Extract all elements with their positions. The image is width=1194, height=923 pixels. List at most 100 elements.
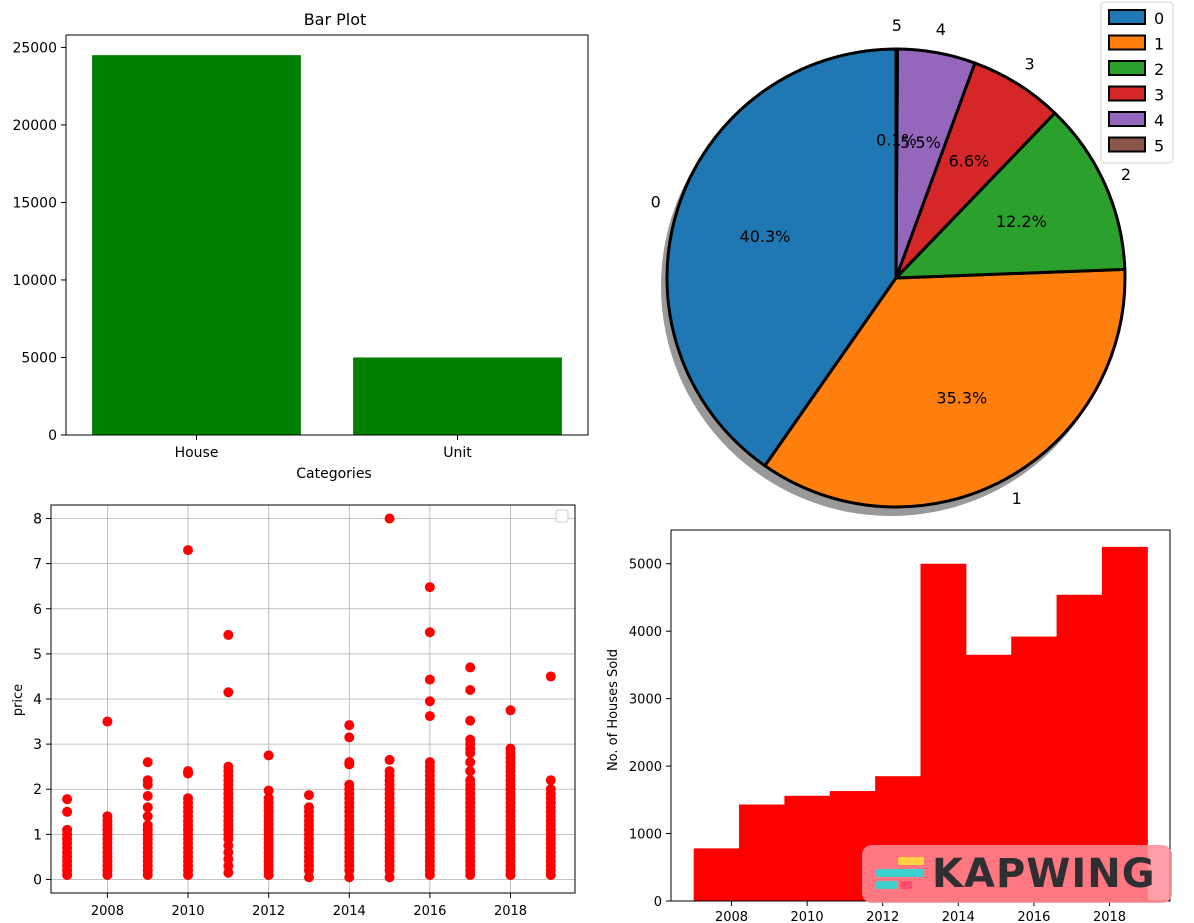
pie-slice-label: 1 bbox=[1012, 489, 1022, 508]
bar-chart-title: Bar Plot bbox=[304, 10, 367, 29]
kapwing-watermark: KAPWING bbox=[862, 845, 1172, 903]
pie-slice-label: 2 bbox=[1121, 165, 1131, 184]
histogram-y-tick-label: 4000 bbox=[629, 625, 662, 640]
scatter-empty-legend bbox=[555, 509, 569, 523]
pie-legend: 0 1 2 3 4 5 bbox=[1100, 1, 1174, 164]
pie-pct-label: 12.2% bbox=[996, 212, 1047, 231]
scatter-point bbox=[223, 761, 234, 772]
pie-legend-swatch bbox=[1108, 85, 1146, 102]
scatter-x-tick-label: 2012 bbox=[252, 904, 285, 919]
pie-slice bbox=[763, 267, 1127, 509]
scatter-point bbox=[384, 766, 395, 777]
bar-x-tick-label: Unit bbox=[443, 445, 472, 461]
scatter-point bbox=[263, 785, 274, 796]
scatter-point bbox=[303, 802, 314, 813]
scatter-point bbox=[465, 766, 476, 777]
pie-slice bbox=[894, 47, 899, 280]
bar bbox=[92, 55, 301, 436]
histogram-x-tick-label: 2014 bbox=[942, 910, 975, 923]
scatter-point bbox=[424, 674, 435, 685]
scatter-point bbox=[344, 720, 355, 731]
scatter-y-tick-label: 0 bbox=[33, 872, 42, 888]
scatter-point bbox=[263, 793, 274, 804]
bar-chart: Bar Plot 0 5000 10000 15000 20000 25000 House U… bbox=[12, 10, 589, 482]
bar-y-tick-label: 10000 bbox=[12, 273, 57, 289]
scatter-point bbox=[424, 757, 435, 768]
scatter-y-tick-label: 4 bbox=[33, 692, 42, 708]
pie-legend-swatch bbox=[1108, 60, 1146, 76]
scatter-point bbox=[142, 820, 153, 831]
pie-legend-label: 0 bbox=[1154, 9, 1164, 28]
bar bbox=[353, 357, 562, 435]
pie-legend-swatch bbox=[1108, 111, 1146, 127]
scatter-chart: 2008 2010 2012 2014 2016 2018 0 1 2 3 4 5 6 7 8 price bbox=[11, 504, 576, 919]
scatter-point bbox=[223, 687, 234, 698]
scatter-y-tick-label: 7 bbox=[33, 557, 42, 573]
pie-slice bbox=[665, 47, 898, 468]
scatter-point bbox=[142, 791, 153, 801]
scatter-point bbox=[142, 811, 153, 822]
scatter-chart-axes bbox=[50, 504, 576, 894]
histogram-bar bbox=[693, 848, 740, 901]
scatter-point bbox=[344, 732, 355, 743]
scatter-y-tick-label: 1 bbox=[33, 827, 42, 843]
bar-y-tick-label: 5000 bbox=[21, 350, 57, 366]
scatter-point bbox=[545, 775, 556, 786]
histogram-chart: 2008 2010 2012 2014 2016 2018 0 1000 2000 3000 400… bbox=[606, 529, 1171, 923]
scatter-x-tick-label: 2018 bbox=[494, 904, 527, 919]
pie-slice-label: 5 bbox=[892, 16, 902, 35]
kapwing-watermark-text: KAPWING bbox=[932, 851, 1156, 897]
scatter-point bbox=[465, 734, 476, 745]
scatter-chart-ylabel: price bbox=[11, 684, 26, 716]
pie-chart: 0 40.3% 1 35.3% 2 12.2% 3 6.6% 4 5.5% 5 0.1% 0 1 2 3 4 5 bbox=[651, 1, 1174, 516]
scatter-point bbox=[183, 545, 194, 556]
bar-y-tick-label: 15000 bbox=[12, 195, 57, 211]
bar-chart-axes bbox=[65, 35, 589, 436]
histogram-x-tick-label: 2010 bbox=[791, 910, 824, 923]
scatter-point bbox=[62, 806, 73, 817]
histogram-x-tick-label: 2012 bbox=[866, 910, 899, 923]
histogram-bar bbox=[784, 795, 831, 901]
scatter-y-tick-label: 3 bbox=[33, 737, 42, 753]
scatter-point bbox=[102, 811, 113, 822]
scatter-point bbox=[465, 775, 476, 786]
scatter-y-tick-label: 2 bbox=[33, 782, 42, 798]
pie-legend-swatch bbox=[1108, 136, 1146, 153]
scatter-point bbox=[465, 662, 476, 673]
pie-pct-label: 40.3% bbox=[740, 227, 791, 246]
scatter-point bbox=[142, 802, 153, 813]
histogram-x-tick-label: 2018 bbox=[1093, 910, 1126, 923]
scatter-point bbox=[263, 750, 274, 761]
scatter-point bbox=[303, 790, 314, 801]
scatter-point bbox=[384, 754, 395, 765]
scatter-point bbox=[424, 711, 435, 722]
bar-x-tick-label: House bbox=[175, 445, 219, 461]
scatter-point bbox=[102, 716, 113, 727]
bar-y-tick-label: 20000 bbox=[12, 118, 57, 134]
scatter-x-tick-label: 2016 bbox=[413, 904, 446, 919]
histogram-x-tick-label: 2008 bbox=[715, 910, 748, 923]
scatter-point bbox=[505, 705, 516, 716]
histogram-bar bbox=[920, 563, 967, 901]
histogram-bar bbox=[739, 804, 785, 901]
scatter-point bbox=[465, 757, 476, 768]
histogram-y-tick-label: 3000 bbox=[629, 693, 662, 708]
scatter-point bbox=[465, 715, 476, 726]
pie-pct-label: 35.3% bbox=[936, 389, 987, 408]
scatter-point bbox=[424, 582, 435, 593]
scatter-y-tick-label: 5 bbox=[33, 647, 42, 663]
scatter-y-tick-label: 8 bbox=[33, 512, 42, 528]
scatter-x-tick-label: 2010 bbox=[171, 904, 204, 919]
pie-slice bbox=[894, 111, 1127, 280]
scatter-y-tick-label: 6 bbox=[33, 602, 42, 618]
histogram-y-tick-label: 2000 bbox=[629, 760, 662, 775]
scatter-point bbox=[465, 684, 476, 695]
pie-slice-label: 0 bbox=[651, 192, 661, 211]
pie-pct-label: 6.6% bbox=[949, 152, 990, 171]
scatter-point bbox=[62, 824, 73, 835]
scatter-point bbox=[183, 793, 194, 804]
pie-pct-label: 5.5% bbox=[900, 133, 941, 152]
scatter-point bbox=[223, 629, 234, 640]
histogram-x-tick-label: 2016 bbox=[1017, 910, 1050, 923]
bar-chart-xlabel: Categories bbox=[296, 466, 371, 482]
